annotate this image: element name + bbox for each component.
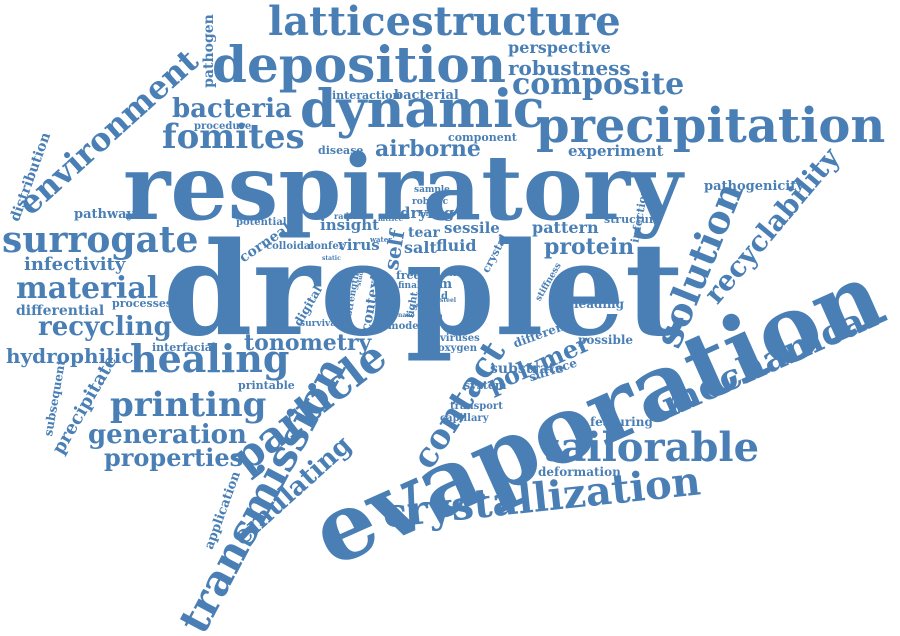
word-procedure: procedure (194, 121, 252, 132)
word-capillary: capillary (440, 413, 489, 424)
word-printing: printing (110, 385, 267, 425)
word-tonometry: tonometry (244, 330, 372, 356)
word-fomites: fomites (162, 117, 305, 157)
word-water: water (370, 235, 392, 244)
word-tailorable: tailorable (542, 424, 760, 471)
word-sample: sample (414, 185, 450, 195)
word-colloidal: colloidal (266, 241, 315, 252)
word-film: film (424, 277, 453, 292)
word-fomite: fomite (418, 209, 444, 218)
word-transport: transport (450, 401, 503, 412)
word-differential: differential (16, 303, 105, 319)
word-potential: potential (236, 217, 287, 228)
word-sessile: sessile (444, 219, 500, 237)
word-respiratory: respiratory (123, 135, 683, 241)
word-interfacial: interfacial (152, 341, 217, 354)
word-recycling: recycling (38, 312, 172, 342)
word-salt: salt (404, 238, 437, 257)
word-bacteria: bacteria (172, 94, 292, 124)
word-pattern: pattern (532, 218, 599, 237)
word-radius: radius (334, 211, 363, 221)
word-bacterial: bacterial (394, 88, 459, 103)
word-load: load (424, 291, 448, 302)
word-static: static (322, 255, 341, 262)
word-free: free (396, 269, 421, 282)
word-substrate: substrate (490, 361, 565, 377)
word-robustness: robustness (508, 56, 631, 80)
word-confer: confer (308, 241, 344, 252)
word-disease: disease (318, 144, 364, 157)
word-processes: processes (112, 297, 173, 310)
word-component: component (448, 131, 517, 144)
word-surrogate: surrogate (2, 219, 199, 261)
word-viruses: viruses (440, 333, 480, 344)
word-pathway: pathway (74, 207, 135, 222)
word-properties: properties (104, 443, 244, 472)
word-healing: healing (130, 336, 290, 381)
word-latticestructure: latticestructure (268, 0, 621, 45)
word-system: system (464, 379, 507, 392)
word-material: material (16, 271, 159, 306)
word-leading: leading (574, 297, 625, 311)
word-survival: survival (300, 319, 340, 329)
word-precipitation: precipitation (536, 98, 886, 154)
word-droplet: droplet (163, 215, 684, 365)
word-perspective: perspective (508, 38, 611, 57)
word-pathogenicity: pathogenicity (704, 179, 804, 194)
word-virus: virus (338, 236, 380, 254)
word-interaction: interaction (332, 89, 401, 102)
word-generation: generation (88, 420, 247, 450)
word-mode: mode (388, 321, 419, 332)
word-infectivity: infectivity (24, 254, 126, 275)
word-fluid: fluid (436, 236, 477, 255)
word-hydrophilic: hydrophilic (6, 344, 134, 368)
word-deposition: deposition (212, 35, 507, 94)
word-drying: drying (400, 204, 455, 222)
word-robotic: robotic (412, 197, 449, 207)
word-pathogen: pathogen (200, 14, 217, 88)
word-lattice: lattice (378, 214, 404, 223)
word-dynamic: dynamic (300, 79, 545, 140)
word-protein: protein (544, 234, 635, 260)
word-viral: viral (444, 269, 467, 279)
word-structure: structure (604, 213, 662, 226)
word-composite: composite (512, 67, 685, 102)
word-airborne: airborne (375, 136, 481, 162)
word-featuring: featuring (590, 415, 653, 429)
word-speed: speed (420, 313, 443, 322)
word-insight: insight (320, 216, 380, 234)
word-oxygen: oxygen (438, 343, 478, 354)
word-tear: tear (408, 225, 440, 241)
word-final: final (398, 281, 421, 291)
word-experiment: experiment (568, 142, 664, 160)
word-printable: printable (238, 379, 295, 392)
word-steel: steel (440, 297, 457, 304)
word-deformation: deformation (538, 465, 621, 479)
word-possible: possible (578, 333, 634, 347)
word-nano: nano (398, 312, 415, 319)
